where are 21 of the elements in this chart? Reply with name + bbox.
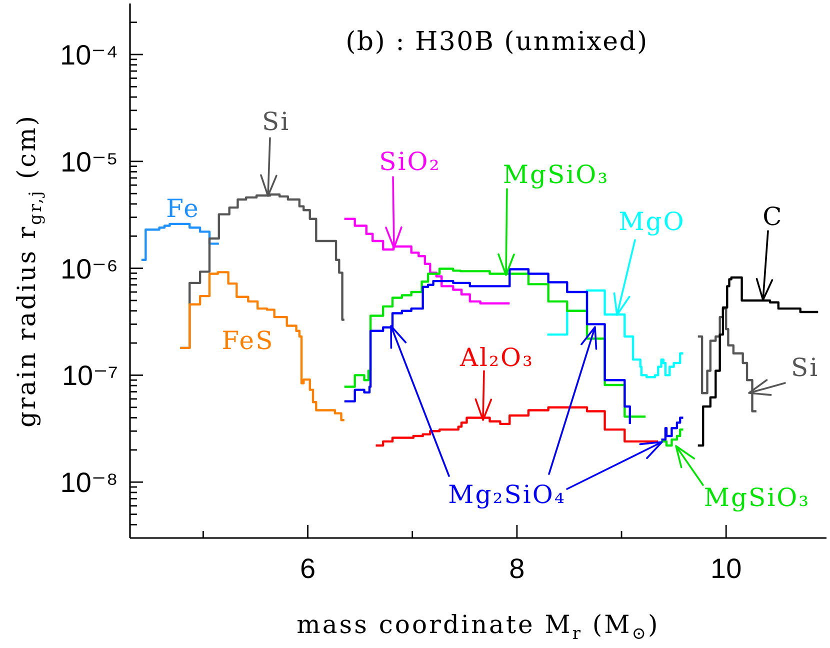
series-label: Al₂O₃ [458, 342, 534, 372]
text: Mg₂SiO₄ [448, 480, 566, 508]
y-tick-label: 10⁻⁷ [62, 360, 118, 391]
y-tick-label: 10⁻⁶ [60, 252, 118, 284]
x-tick-label: 6 [300, 552, 316, 584]
x-tick-label: 8 [509, 552, 525, 584]
text: MgO [618, 206, 686, 236]
x-axis-title: mass coordinate M$_{r}$ (M$_{⊙}$) [296, 610, 660, 644]
y-tick-label: 10⁻⁵ [60, 146, 118, 177]
text: (b) : H30B (unmixed) [346, 27, 648, 57]
y-tick-label: 10⁻⁸ [60, 466, 118, 498]
text: C [762, 202, 784, 230]
legend-label: MgSiO₃ [704, 482, 810, 512]
series-label: SiO₂ [379, 146, 441, 176]
x-tick-label: 10 [710, 552, 742, 584]
text: MgSiO₃ [502, 160, 610, 188]
y-tick-label: 10⁻⁴ [60, 39, 118, 70]
series-label: Si [790, 352, 820, 382]
series-label: FeS [222, 326, 274, 354]
text: Si [262, 106, 290, 136]
series-label: Fe [166, 194, 200, 222]
